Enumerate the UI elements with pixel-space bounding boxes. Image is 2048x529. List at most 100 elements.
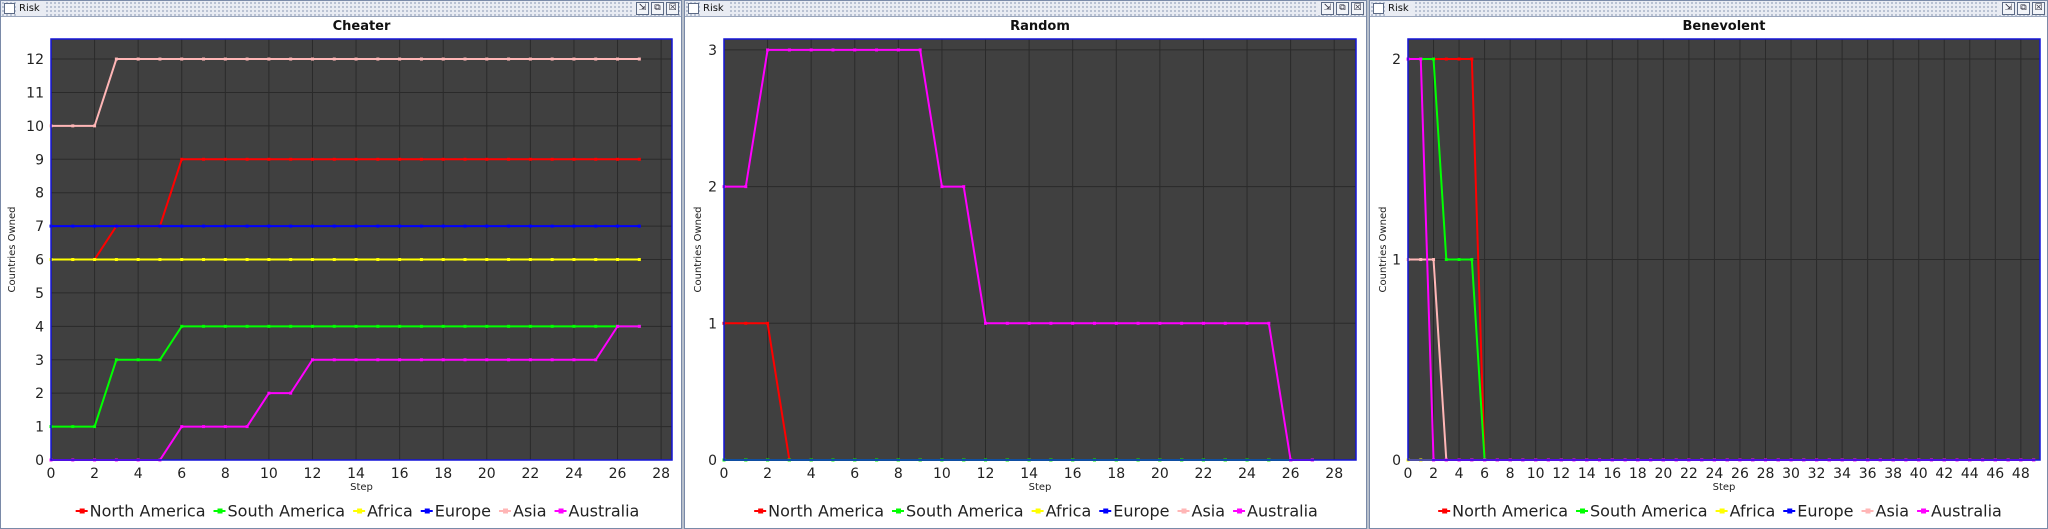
data-point-australia: [441, 358, 445, 362]
x-tick-label: 22: [1195, 466, 1213, 482]
y-tick-label: 10: [26, 119, 44, 135]
legend-label: Asia: [513, 502, 547, 521]
legend-item: North America: [754, 502, 884, 521]
x-tick-label: 16: [391, 466, 409, 482]
minimize-button[interactable]: ⇲: [1321, 2, 1334, 15]
data-point-south-america: [419, 324, 423, 328]
data-point-north-america: [245, 157, 249, 161]
y-axis-label: Countries Owned: [1378, 206, 1389, 292]
y-tick-label: 2: [35, 386, 44, 402]
plot-area: [724, 39, 1356, 460]
x-tick-label: 26: [1731, 466, 1749, 482]
y-tick-label: 11: [26, 85, 44, 101]
close-button[interactable]: ☒: [2032, 2, 2045, 15]
data-point-north-america: [289, 157, 293, 161]
data-point-asia: [528, 57, 532, 61]
x-tick-label: 4: [807, 466, 816, 482]
legend-label: South America: [906, 502, 1024, 521]
data-point-africa: [376, 258, 380, 262]
window-menu-checkbox[interactable]: [688, 3, 699, 14]
x-tick-label: 42: [1935, 466, 1953, 482]
data-point-north-america: [528, 157, 532, 161]
data-point-asia: [289, 57, 293, 61]
x-tick-label: 14: [1578, 466, 1596, 482]
chart-title: Benevolent: [1683, 19, 1766, 34]
data-point-australia: [354, 358, 358, 362]
x-tick-label: 20: [478, 466, 496, 482]
data-point-asia: [136, 57, 140, 61]
legend-item: Africa: [1031, 502, 1091, 521]
data-point-australia: [180, 425, 184, 429]
x-tick-label: 44: [1961, 466, 1979, 482]
x-tick-label: 2: [90, 466, 99, 482]
window-controls: ⇲ ⧉ ☒: [1999, 2, 2045, 15]
window-menu-checkbox[interactable]: [1373, 3, 1384, 14]
data-point-australia: [896, 48, 900, 52]
data-point-australia: [1267, 321, 1271, 325]
maximize-button[interactable]: ⧉: [2017, 2, 2030, 15]
data-point-asia: [1432, 258, 1436, 262]
data-point-south-america: [354, 324, 358, 328]
x-tick-label: 26: [609, 466, 627, 482]
x-tick-label: 38: [1884, 466, 1902, 482]
x-tick-label: 18: [1107, 466, 1125, 482]
data-point-north-america: [398, 157, 402, 161]
data-point-australia: [744, 185, 748, 189]
window-menu-checkbox[interactable]: [4, 3, 15, 14]
legend-marker: [558, 508, 564, 514]
legend-label: Africa: [1730, 502, 1776, 521]
data-point-north-america: [1470, 57, 1474, 61]
x-tick-label: 34: [1833, 466, 1851, 482]
data-point-africa: [485, 258, 489, 262]
data-point-asia: [310, 57, 314, 61]
minimize-button[interactable]: ⇲: [2002, 2, 2015, 15]
x-tick-label: 8: [894, 466, 903, 482]
minimize-button[interactable]: ⇲: [636, 2, 649, 15]
data-point-asia: [354, 57, 358, 61]
data-point-africa: [267, 258, 271, 262]
data-point-australia: [572, 358, 576, 362]
close-button[interactable]: ☒: [1351, 2, 1364, 15]
x-tick-label: 8: [1506, 466, 1515, 482]
window-titlebar[interactable]: Risk ⇲ ⧉ ☒: [685, 1, 1366, 17]
data-point-north-america: [572, 157, 576, 161]
data-point-south-america: [594, 324, 598, 328]
data-point-europe: [637, 224, 641, 228]
data-point-south-america: [136, 358, 140, 362]
data-point-africa: [136, 258, 140, 262]
maximize-button[interactable]: ⧉: [651, 2, 664, 15]
legend: North America South America Africa Europe As…: [1438, 502, 2002, 521]
data-point-south-america: [550, 324, 554, 328]
maximize-button[interactable]: ⧉: [1336, 2, 1349, 15]
data-point-south-america: [180, 324, 184, 328]
data-point-asia: [441, 57, 445, 61]
y-tick-label: 0: [708, 453, 717, 469]
data-point-australia: [1049, 321, 1053, 325]
x-tick-label: 16: [1064, 466, 1082, 482]
window-titlebar[interactable]: Risk ⇲ ⧉ ☒: [1, 1, 681, 17]
window-titlebar[interactable]: Risk ⇲ ⧉ ☒: [1370, 1, 2047, 17]
x-tick-label: 46: [1986, 466, 2004, 482]
legend-marker: [1035, 508, 1041, 514]
y-tick-label: 0: [1392, 453, 1401, 469]
x-tick-label: 18: [1629, 466, 1647, 482]
data-point-asia: [507, 57, 511, 61]
data-point-europe: [463, 224, 467, 228]
x-tick-label: 32: [1808, 466, 1826, 482]
data-point-north-america: [376, 157, 380, 161]
data-point-australia: [1136, 321, 1140, 325]
y-tick-label: 8: [35, 186, 44, 202]
x-tick-label: 28: [1325, 466, 1343, 482]
data-point-north-america: [180, 157, 184, 161]
data-point-south-america: [376, 324, 380, 328]
legend-item: North America: [1438, 502, 1568, 521]
data-point-europe: [398, 224, 402, 228]
data-point-europe: [550, 224, 554, 228]
legend-item: Africa: [353, 502, 413, 521]
data-point-asia: [419, 57, 423, 61]
data-point-north-america: [310, 157, 314, 161]
close-button[interactable]: ☒: [666, 2, 679, 15]
data-point-europe: [310, 224, 314, 228]
data-point-australia: [940, 185, 944, 189]
legend-item: Australia: [1233, 502, 1318, 521]
